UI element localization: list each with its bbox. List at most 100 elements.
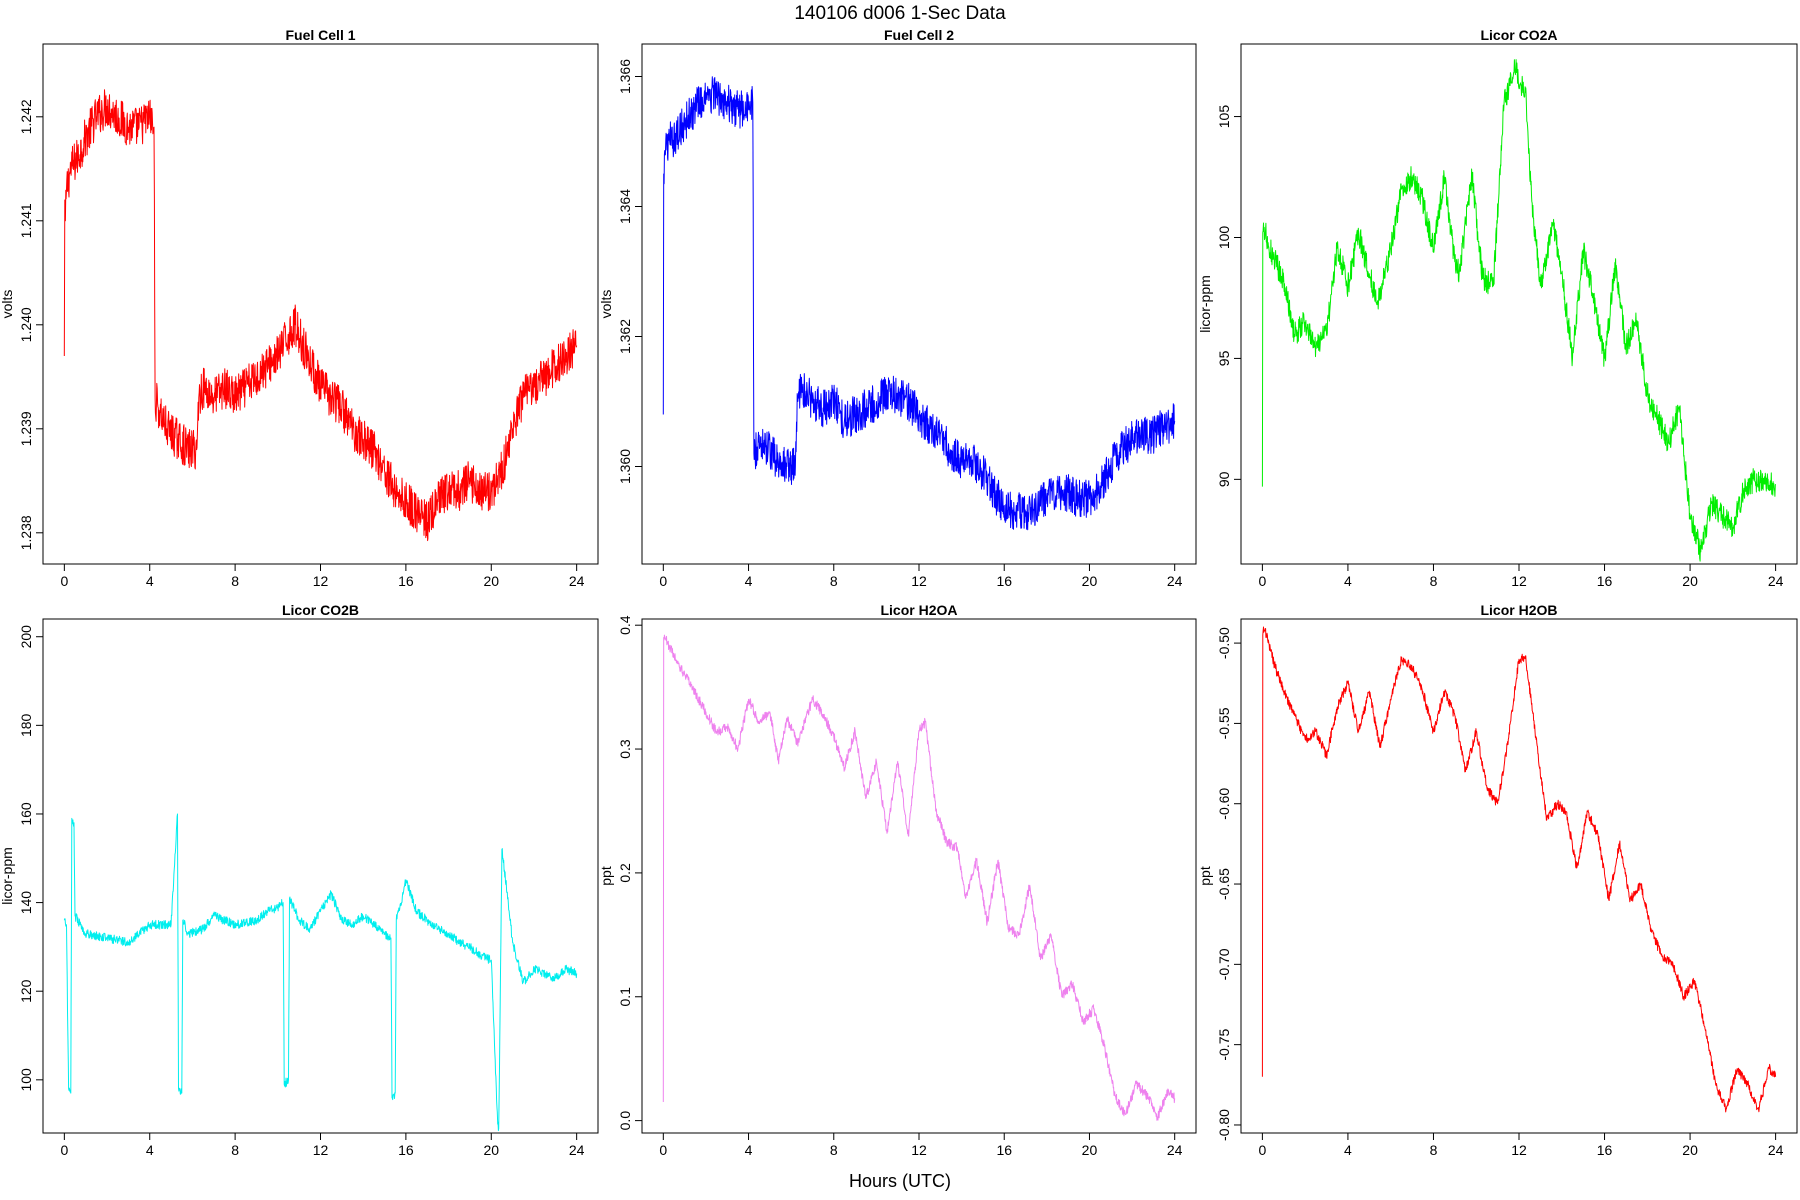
x-tick-label: 12 [1511,1142,1527,1158]
x-tick-label: 24 [569,573,585,589]
y-axis-label: ppt [1197,866,1213,886]
x-tick-label: 24 [1768,573,1784,589]
x-tick-label: 8 [830,573,838,589]
x-tick-label: 16 [1597,573,1613,589]
y-tick-label: -0.60 [1216,788,1232,820]
panel-6: Licor H2OB 0 4 8 12 16 20 24 -0.80 -0.75 -0.70 -0.6… [1197,602,1798,1158]
plot-frame [1240,618,1798,1134]
x-tick-label: 24 [1167,573,1183,589]
panel-1: Fuel Cell 1 0 4 8 12 16 20 24 1.238 1.239 1.240 1.2… [0,27,599,589]
x-tick-label: 24 [569,1142,585,1158]
panel-title: Fuel Cell 1 [285,27,355,43]
y-tick-label: 0.4 [617,615,633,635]
y-tick-label: 105 [1216,105,1232,129]
panel-title: Licor CO2A [1480,27,1557,43]
x-tick-label: 16 [996,573,1012,589]
y-tick-label: 0.2 [617,863,633,883]
series-line [63,813,578,1132]
y-tick-label: 1.239 [18,411,34,446]
x-tick-label: 24 [1768,1142,1784,1158]
panel-title: Licor CO2B [282,602,359,618]
y-tick-label: 180 [18,713,34,737]
series-line [1261,59,1777,562]
plot-frame [42,43,599,565]
x-tick-label: 4 [1344,1142,1352,1158]
x-tick-label: 16 [398,1142,414,1158]
plot-frame [641,618,1197,1134]
y-axis-label: ppt [598,866,614,886]
plot-frame [641,43,1197,565]
y-tick-label: 0.1 [617,987,633,1007]
x-tick-label: 4 [1344,573,1352,589]
y-tick-label: 90 [1216,471,1232,487]
x-tick-label: 12 [911,1142,927,1158]
x-tick-label: 16 [398,573,414,589]
x-tick-label: 4 [146,573,154,589]
panel-title: Licor H2OB [1480,602,1557,618]
x-tick-label: 8 [231,573,239,589]
series-line [662,634,1176,1121]
y-tick-label: 1.364 [617,189,633,224]
y-tick-label: 1.241 [18,203,34,238]
y-tick-label: 1.242 [18,99,34,134]
x-tick-label: 16 [996,1142,1012,1158]
x-tick-label: 12 [911,573,927,589]
x-tick-label: 8 [1430,573,1438,589]
x-tick-label: 0 [659,1142,667,1158]
series-line [63,89,578,542]
x-tick-label: 20 [483,573,499,589]
figure-xlabel: Hours (UTC) [849,1171,951,1191]
x-tick-label: 20 [1682,573,1698,589]
y-tick-label: 1.366 [617,59,633,94]
x-tick-label: 4 [146,1142,154,1158]
y-axis-label: licor-ppm [1197,275,1213,333]
y-tick-label: 0.3 [617,739,633,759]
series-line [662,76,1176,531]
y-axis-label: volts [0,290,15,319]
figure-title: 140106 d006 1-Sec Data [794,3,1006,24]
x-tick-label: 0 [60,573,68,589]
x-tick-label: 16 [1597,1142,1613,1158]
y-tick-label: 0.0 [617,1111,633,1131]
series-line [1261,626,1777,1113]
panel-title: Licor H2OA [880,602,957,618]
panel-5: Licor H2OA 0 4 8 12 16 20 24 0.0 0.1 0.2 0.3 0.4 ppt [598,602,1197,1158]
x-tick-label: 12 [1511,573,1527,589]
panel-4: Licor CO2B 0 4 8 12 16 20 24 100 120 140 160 180 200 l… [0,602,599,1158]
plot-frame [1240,43,1798,565]
x-tick-label: 12 [313,573,329,589]
y-tick-label: 100 [18,1068,34,1092]
y-tick-label: 200 [18,625,34,649]
x-tick-label: 8 [1430,1142,1438,1158]
x-tick-label: 8 [231,1142,239,1158]
x-tick-label: 0 [1258,1142,1266,1158]
x-tick-label: 4 [745,573,753,589]
x-tick-label: 20 [1082,573,1098,589]
panel-3: Licor CO2A 0 4 8 12 16 20 24 90 95 100 105 licor-ppm [1197,27,1798,589]
y-tick-label: 95 [1216,350,1232,366]
y-tick-label: 140 [18,891,34,915]
y-tick-label: -0.70 [1216,948,1232,980]
x-tick-label: 0 [60,1142,68,1158]
y-tick-label: -0.75 [1216,1028,1232,1060]
y-tick-label: -0.65 [1216,868,1232,900]
y-tick-label: -0.50 [1216,627,1232,659]
y-axis-label: volts [598,290,614,319]
x-tick-label: 20 [1082,1142,1098,1158]
plot-frame [42,618,599,1134]
y-tick-label: 1.362 [617,319,633,354]
y-tick-label: 160 [18,802,34,826]
x-tick-label: 4 [745,1142,753,1158]
x-tick-label: 0 [1258,573,1266,589]
y-tick-label: 100 [1216,226,1232,250]
panel-2: Fuel Cell 2 0 4 8 12 16 20 24 1.360 1.362 1.364 1.3… [598,27,1197,589]
x-tick-label: 20 [1682,1142,1698,1158]
x-tick-label: 12 [313,1142,329,1158]
x-tick-label: 0 [659,573,667,589]
y-axis-label: licor-ppm [0,847,15,905]
y-tick-label: 1.240 [18,307,34,342]
y-tick-label: 1.238 [18,515,34,550]
y-tick-label: 120 [18,979,34,1003]
panel-title: Fuel Cell 2 [884,27,954,43]
